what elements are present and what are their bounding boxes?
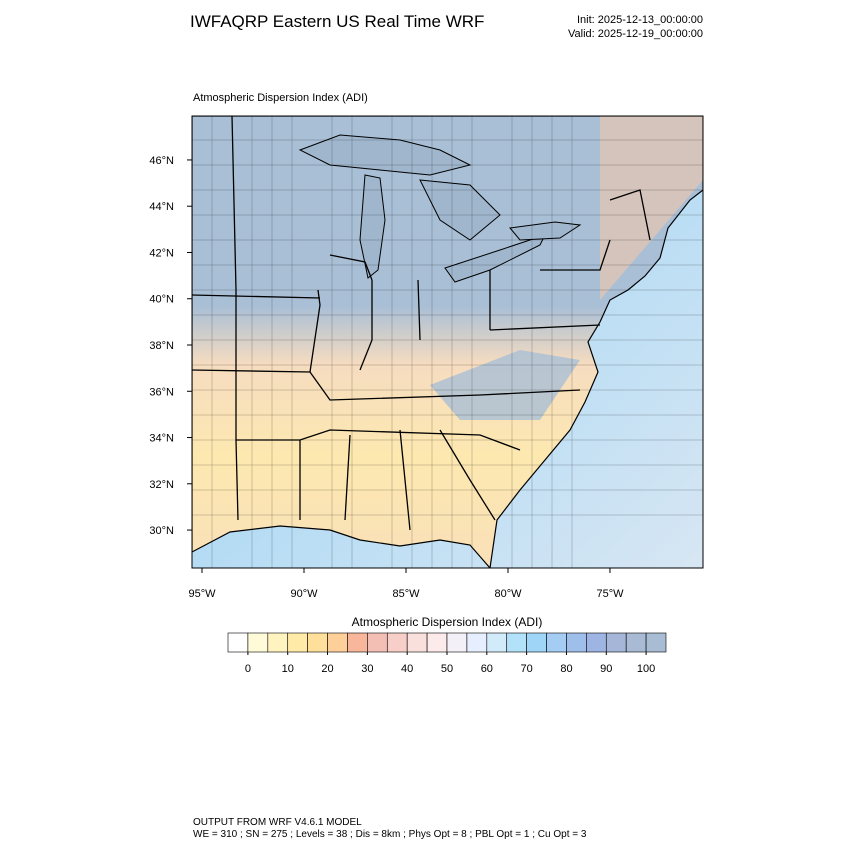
colorbar-tick-label: 90 bbox=[600, 663, 612, 675]
lat-tick-label: 40°N bbox=[149, 294, 174, 306]
colorbar-tick-label: 0 bbox=[245, 663, 251, 675]
colorbar-box bbox=[566, 632, 587, 653]
map-frame bbox=[191, 115, 704, 569]
colorbar-box bbox=[367, 632, 388, 653]
lon-tick-label: 85°W bbox=[392, 588, 420, 600]
colorbar-box bbox=[526, 632, 547, 653]
colorbar-box bbox=[506, 632, 527, 653]
colorbar-box bbox=[645, 632, 667, 653]
colorbar-box bbox=[486, 632, 508, 653]
colorbar-box bbox=[307, 632, 328, 653]
colorbar-box bbox=[287, 632, 308, 653]
colorbar-box bbox=[267, 632, 289, 653]
footer-line: OUTPUT FROM WRF V4.6.1 MODEL bbox=[193, 817, 362, 828]
lat-tick-label: 46°N bbox=[149, 155, 174, 167]
lake-ontario bbox=[509, 221, 582, 241]
colorbar: 0 10 20 30 40 50 60 70 80 90 100 bbox=[227, 632, 667, 675]
colorbar-tick-label: 100 bbox=[637, 663, 655, 675]
colorbar-box bbox=[586, 632, 607, 653]
colorbar-box bbox=[247, 632, 269, 653]
title: IWFAQRP Eastern US Real Time WRF bbox=[190, 12, 484, 31]
colorbar-box bbox=[426, 632, 448, 653]
appalachian-region bbox=[430, 350, 580, 420]
map bbox=[192, 116, 703, 568]
colorbar-tick-label: 80 bbox=[560, 663, 572, 675]
init-time: Init: 2025-12-13_00:00:00 bbox=[577, 14, 703, 26]
colorbar-box bbox=[466, 632, 488, 653]
colorbar-box bbox=[446, 632, 468, 653]
colorbar-tick-label: 40 bbox=[401, 663, 413, 675]
lon-tick-label: 90°W bbox=[290, 588, 318, 600]
lat-tick-label: 32°N bbox=[149, 479, 174, 491]
valid-time: Valid: 2025-12-19_00:00:00 bbox=[568, 28, 703, 40]
colorbar-box bbox=[327, 632, 348, 653]
colorbar-box bbox=[406, 632, 428, 653]
colorbar-box bbox=[386, 632, 408, 653]
northeast-land bbox=[600, 116, 703, 300]
colorbar-tick-label: 30 bbox=[361, 663, 373, 675]
colorbar-tick-label: 50 bbox=[441, 663, 453, 675]
lat-tick-label: 38°N bbox=[149, 340, 174, 352]
colorbar-tick-label: 20 bbox=[321, 663, 333, 675]
lat-tick-label: 42°N bbox=[149, 247, 174, 259]
footer-line: WE = 310 ; SN = 275 ; Levels = 38 ; Dis … bbox=[193, 829, 587, 840]
colorbar-tick-label: 10 bbox=[282, 663, 294, 675]
lon-tick-label: 95°W bbox=[188, 588, 216, 600]
colorbar-tick-label: 60 bbox=[481, 663, 493, 675]
colorbar-box bbox=[605, 632, 627, 653]
lake-huron bbox=[419, 179, 501, 241]
lake-erie bbox=[444, 234, 546, 283]
land bbox=[192, 116, 703, 568]
colorbar-box bbox=[625, 632, 647, 653]
county-borders bbox=[192, 116, 703, 568]
colorbar-box bbox=[227, 632, 249, 653]
colorbar-box bbox=[546, 632, 567, 653]
lon-tick-label: 80°W bbox=[494, 588, 522, 600]
lon-tick-label: 75°W bbox=[596, 588, 624, 600]
map-label: Atmospheric Dispersion Index (ADI) bbox=[193, 92, 368, 104]
colorbar-box bbox=[347, 632, 368, 653]
lat-tick-label: 34°N bbox=[149, 433, 174, 445]
axis-ticks: 46°N 44°N 42°N 40°N 38°N 36°N 34°N 32°N 30°N 95°W… bbox=[149, 155, 624, 600]
colorbar-tick-label: 70 bbox=[521, 663, 533, 675]
lat-tick-label: 36°N bbox=[149, 386, 174, 398]
lat-tick-label: 30°N bbox=[149, 525, 174, 537]
lat-tick-label: 44°N bbox=[149, 201, 174, 213]
colorbar-title: Atmospheric Dispersion Index (ADI) bbox=[352, 615, 543, 629]
